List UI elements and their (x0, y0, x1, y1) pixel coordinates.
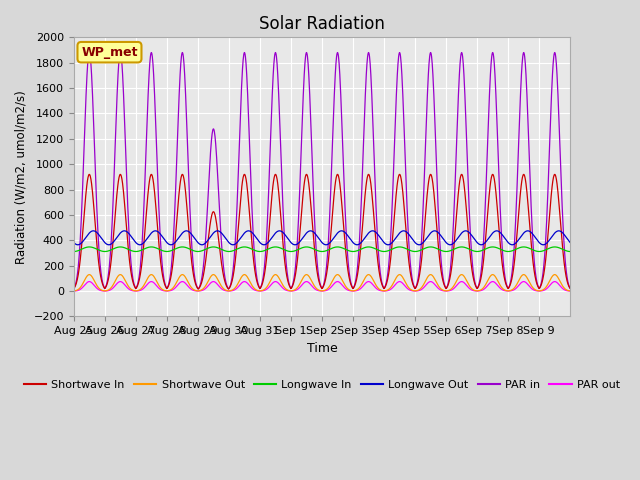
Longwave Out (70, 240, 77, 245)
PAR in (309, 179, 317, 185)
Longwave Out (300, 234, 307, 240)
PAR out (511, 286, 519, 292)
Title: Solar Radiation: Solar Radiation (259, 15, 385, 33)
PAR out (148, 279, 156, 285)
Line: Shortwave In: Shortwave In (74, 174, 570, 289)
Longwave In (511, 247, 519, 252)
PAR in (148, 50, 156, 56)
Shortwave In (512, 247, 520, 253)
Longwave In (70, 249, 77, 254)
Shortwave In (70, 286, 77, 291)
Shortwave Out (309, 280, 317, 286)
PAR in (86, 49, 93, 55)
Longwave In (300, 244, 307, 250)
Line: Longwave In: Longwave In (74, 247, 570, 252)
Longwave Out (148, 229, 156, 235)
Line: PAR out: PAR out (74, 282, 570, 291)
Shortwave Out (566, 288, 574, 294)
Shortwave Out (70, 288, 77, 294)
Y-axis label: Radiation (W/m2, umol/m2/s): Radiation (W/m2, umol/m2/s) (15, 90, 28, 264)
PAR out (70, 288, 77, 294)
Shortwave In (566, 285, 574, 291)
Line: PAR in: PAR in (74, 52, 570, 289)
Longwave In (309, 246, 317, 252)
PAR in (225, 286, 232, 292)
Shortwave Out (148, 272, 156, 277)
Longwave In (560, 247, 568, 252)
Shortwave Out (439, 287, 447, 293)
Line: Longwave Out: Longwave Out (74, 231, 570, 245)
Shortwave Out (560, 285, 568, 290)
PAR out (560, 287, 568, 292)
X-axis label: Time: Time (307, 342, 337, 355)
Longwave Out (512, 240, 520, 246)
Shortwave In (86, 171, 93, 177)
PAR in (300, 84, 307, 90)
Shortwave In (225, 286, 232, 292)
Longwave Out (439, 236, 447, 241)
PAR out (566, 288, 574, 294)
Line: Shortwave Out: Shortwave Out (74, 275, 570, 291)
PAR out (309, 284, 317, 289)
Longwave Out (566, 240, 574, 245)
PAR in (439, 274, 447, 280)
Shortwave Out (86, 272, 93, 277)
Shortwave In (309, 228, 317, 234)
Longwave Out (90, 228, 97, 234)
PAR out (300, 281, 307, 287)
Text: WP_met: WP_met (81, 46, 138, 59)
Shortwave In (300, 186, 307, 192)
Longwave In (566, 249, 574, 254)
Legend: Shortwave In, Shortwave Out, Longwave In, Longwave Out, PAR in, PAR out: Shortwave In, Shortwave Out, Longwave In… (19, 376, 625, 395)
Longwave In (86, 244, 93, 250)
Shortwave Out (300, 275, 307, 280)
PAR in (512, 218, 520, 224)
Longwave In (439, 248, 447, 254)
Longwave Out (560, 232, 568, 238)
PAR out (439, 288, 447, 293)
PAR in (566, 285, 574, 291)
PAR in (70, 286, 77, 291)
Shortwave Out (511, 284, 519, 289)
Shortwave In (439, 278, 447, 284)
PAR out (86, 279, 93, 285)
Longwave Out (74, 242, 81, 248)
Shortwave In (560, 260, 568, 265)
Longwave Out (309, 229, 317, 235)
Longwave In (148, 244, 156, 250)
Shortwave In (148, 172, 156, 178)
PAR in (560, 242, 568, 248)
